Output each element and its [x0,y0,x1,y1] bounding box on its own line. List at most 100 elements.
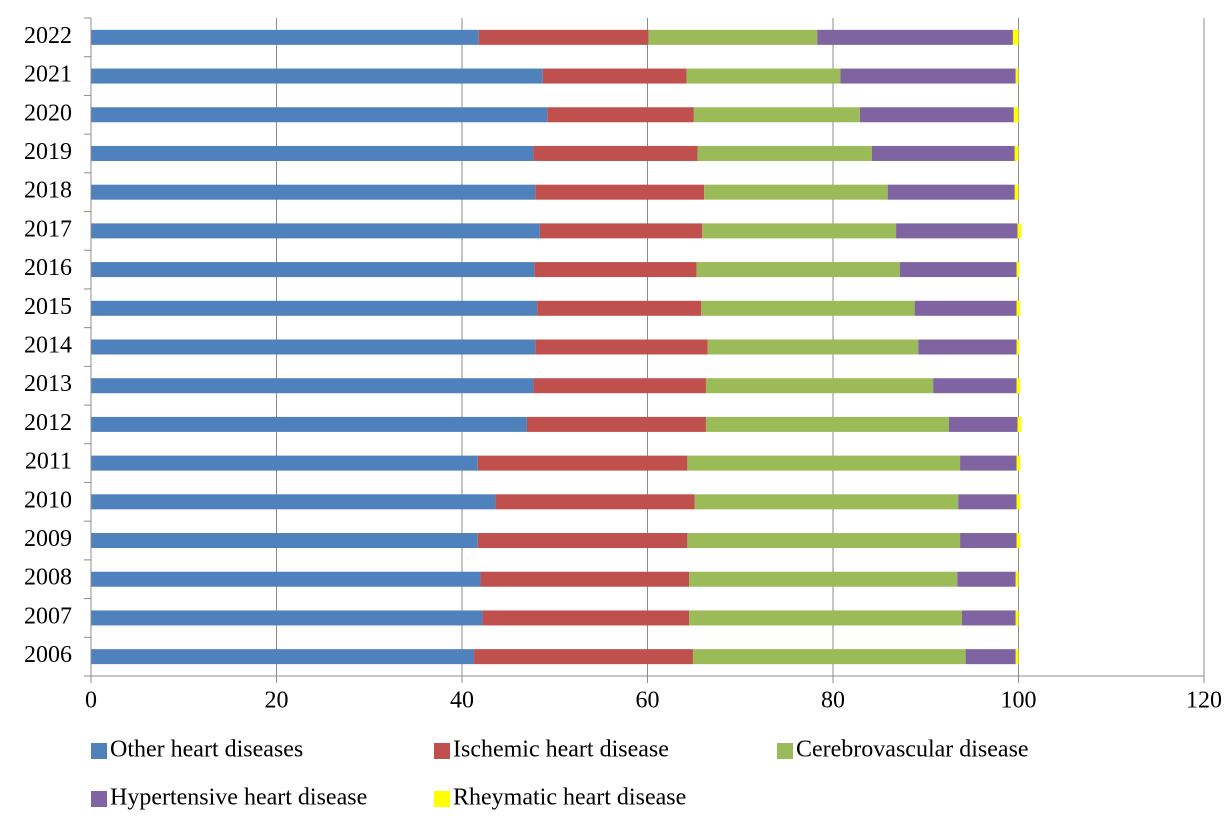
bar-segment [542,68,687,84]
legend-label: Ischemic heart disease [453,737,669,763]
bar-segment [91,455,478,471]
bar-segment [477,455,688,471]
bar-segment [1016,300,1021,316]
x-tick-label: 20 [265,688,289,714]
bar-segment [961,610,1016,626]
x-tick-label: 80 [821,688,845,714]
y-tick-label: 2011 [25,449,72,475]
bar-segment [705,416,949,432]
bar-segment [91,300,538,316]
bar-segment [958,494,1017,510]
y-tick-label: 2018 [24,178,72,204]
y-tick-label: 2020 [24,100,72,126]
x-tick-label: 60 [636,688,660,714]
y-tick-label: 2007 [24,603,72,629]
legend-label: Hypertensive heart disease [110,785,367,811]
bar-segment [482,610,690,626]
bar-segment [687,455,961,471]
bar-segment [933,378,1017,394]
bar-segment [91,378,534,394]
bar-segment [526,416,706,432]
x-tick-label: 120 [1186,688,1222,714]
bar-segment [91,533,478,549]
bar-segment [1014,184,1019,200]
bar-segment [689,571,958,587]
bar-segment [1016,339,1020,355]
bar-segment [702,223,897,239]
bar-segment [1016,378,1021,394]
bar-segment [694,494,959,510]
bar-segment [707,339,919,355]
legend-swatch [91,743,107,759]
bar-segment [692,649,966,665]
y-tick-label: 2012 [24,410,72,436]
bar-segment [687,533,961,549]
bar-segment [1016,262,1020,278]
bar-segment [91,262,535,278]
bar-segment [918,339,1017,355]
bar-segment [648,29,818,45]
bar-segment [547,107,694,123]
bar-segment [91,339,536,355]
bar-segment [1015,68,1019,84]
bar-segment [91,571,481,587]
legend-swatch [434,791,450,807]
legend-swatch [434,743,450,759]
bar-segment [705,378,934,394]
legend-label: Rheymatic heart disease [453,785,686,811]
y-tick-label: 2009 [24,526,72,552]
bar-segment [533,378,706,394]
bar-segment [948,416,1018,432]
legend-swatch [777,743,793,759]
legend: Other heart diseases Ischemic heart disea… [91,737,1029,811]
bar-segment [539,223,703,239]
x-tick-label: 0 [85,688,97,714]
y-tick-label: 2021 [24,62,72,88]
x-tick-label: 100 [1001,688,1037,714]
bar-segment [817,29,1013,45]
bar-segment [1013,107,1019,123]
y-tick-label: 2016 [24,255,72,281]
bar-segment [696,262,900,278]
bar-segment [914,300,1017,316]
bar-segment [704,184,888,200]
bar-segment [91,145,534,161]
bar-segment [1017,223,1022,239]
x-axis-labels: 0 20 40 60 80 100 120 [85,688,1222,714]
bar-segment [689,610,962,626]
x-tick-label: 40 [450,688,474,714]
bar-segment [477,533,688,549]
bar-segment [537,300,702,316]
bar-segment [495,494,695,510]
bar-segment [535,184,705,200]
bar-segment [1016,533,1021,549]
bar-segment [887,184,1015,200]
bar-segment [1015,610,1019,626]
bar-segment [1016,455,1021,471]
y-tick-label: 2006 [24,642,72,668]
bar-segment [533,145,698,161]
bar-segment [1016,494,1021,510]
y-tick-label: 2013 [24,371,72,397]
bar-segment [1014,145,1019,161]
bar-segment [697,145,872,161]
bar-segment [840,68,1016,84]
bars [91,29,1022,665]
bar-segment [478,29,649,45]
bar-segment [91,416,527,432]
bar-segment [480,571,690,587]
bar-segment [859,107,1014,123]
y-tick-label: 2017 [24,216,72,242]
bar-segment [91,649,475,665]
y-axis-labels: 2022 2021 2020 2019 2018 2017 2016 2015 2014 2013… [24,23,72,668]
y-tick-label: 2008 [24,565,72,591]
bar-segment [91,494,496,510]
bar-segment [701,300,915,316]
bar-segment [965,649,1016,665]
y-tick-label: 2015 [24,294,72,320]
bar-segment [91,223,540,239]
legend-swatch [91,791,107,807]
bar-segment [91,29,479,45]
bar-segment [91,610,483,626]
